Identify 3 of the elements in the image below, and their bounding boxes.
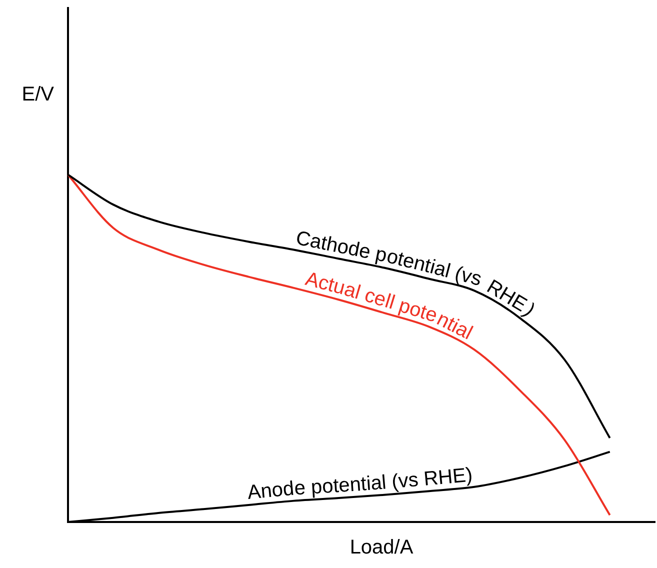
- x-axis-title: Load/A: [350, 536, 414, 559]
- y-axis-title: E/V: [22, 84, 55, 106]
- text: Anode potential (vs RHE): [246, 464, 474, 504]
